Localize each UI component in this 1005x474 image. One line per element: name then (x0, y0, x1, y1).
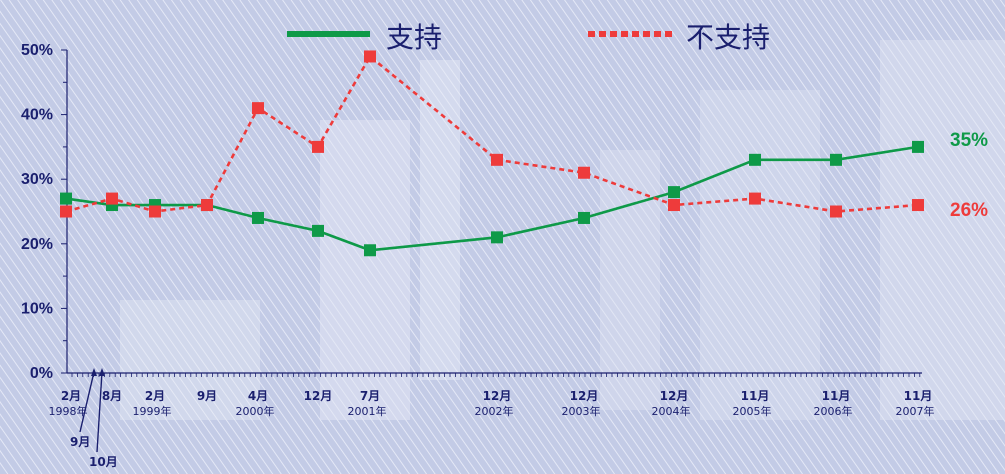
x-tick-month: 12月 (660, 389, 689, 403)
annotation-label: 10月 (89, 455, 118, 469)
data-point (149, 205, 161, 218)
data-point (668, 186, 680, 199)
x-tick-year: 2002年 (475, 404, 514, 418)
data-point (668, 199, 680, 212)
data-point (106, 192, 118, 205)
data-point (749, 192, 761, 205)
data-point (312, 224, 324, 237)
annotation-arrowhead (91, 368, 97, 376)
x-tick-month: 11月 (822, 389, 851, 403)
y-tick-label: 10% (21, 300, 53, 317)
axes: 0% 10% 20% 30% 40% 50% (21, 42, 922, 382)
end-label-support: 35% (950, 130, 988, 151)
data-point (312, 140, 324, 153)
x-tick-year: 2000年 (236, 404, 275, 418)
legend: 支持 不支持 (287, 21, 770, 54)
data-point (252, 211, 264, 224)
y-tick-label: 0% (30, 365, 53, 382)
annotation-arrow (96, 371, 103, 453)
data-point (912, 140, 924, 153)
data-point (201, 199, 213, 212)
x-tick-month: 12月 (570, 389, 599, 403)
data-point (364, 50, 376, 63)
series-oppose (60, 50, 924, 218)
data-point (578, 211, 590, 224)
y-tick-label: 30% (21, 171, 53, 188)
end-labels: 35% 26% (950, 130, 988, 221)
x-tick-year: 1999年 (133, 404, 172, 418)
data-point (252, 102, 264, 115)
x-tick-year: 2003年 (562, 404, 601, 418)
x-tick-month: 9月 (197, 389, 217, 403)
x-tick-month: 8月 (102, 389, 122, 403)
x-tick-month: 11月 (904, 389, 933, 403)
x-tick-month: 11月 (741, 389, 770, 403)
x-tick-month: 12月 (304, 389, 333, 403)
data-point (491, 231, 503, 244)
data-point (912, 199, 924, 212)
data-point (830, 153, 842, 166)
x-tick-year: 2004年 (652, 404, 691, 418)
legend-label-support: 支持 (386, 21, 442, 54)
end-label-oppose: 26% (950, 200, 988, 221)
x-tick-year: 1998年 (49, 404, 88, 418)
data-point (749, 153, 761, 166)
data-point (491, 153, 503, 166)
x-tick-month: 2月 (145, 389, 165, 403)
annotation-label: 9月 (70, 435, 90, 449)
y-tick-label: 40% (21, 107, 53, 124)
x-tick-year: 2001年 (348, 404, 387, 418)
y-tick-label: 50% (21, 42, 53, 59)
x-tick-month: 7月 (360, 389, 380, 403)
x-tick-month: 2月 (61, 389, 81, 403)
data-point (60, 192, 72, 205)
legend-label-oppose: 不支持 (686, 21, 770, 54)
x-tick-year: 2006年 (814, 404, 853, 418)
x-tick-year: 2005年 (733, 404, 772, 418)
data-point (364, 244, 376, 257)
y-tick-label: 20% (21, 236, 53, 253)
x-tick-year: 2007年 (896, 404, 935, 418)
series-layer (60, 50, 924, 257)
x-tick-month: 4月 (248, 389, 268, 403)
data-point (578, 166, 590, 179)
annotation-arrowhead (99, 368, 105, 376)
data-point (60, 205, 72, 218)
x-tick-month: 12月 (483, 389, 512, 403)
data-point (830, 205, 842, 218)
annotation-arrow (79, 371, 95, 433)
